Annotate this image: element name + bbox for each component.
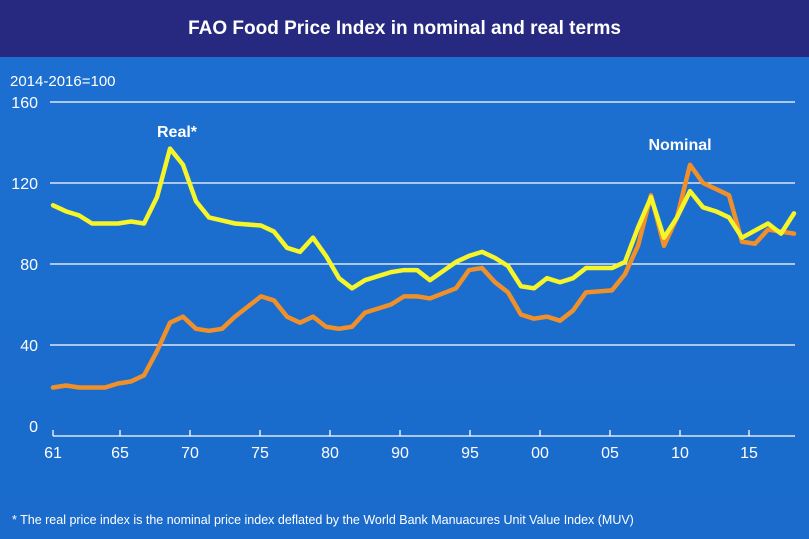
x-tick-label: 75 <box>251 445 269 462</box>
x-tick-label: 10 <box>671 445 689 462</box>
x-tick-label: 90 <box>391 445 409 462</box>
x-tick-label: 05 <box>601 445 619 462</box>
x-tick-label: 70 <box>181 445 199 462</box>
y-tick-label: 0 <box>29 419 38 436</box>
x-tick-label: 61 <box>44 445 62 462</box>
x-tick-label: 15 <box>740 445 758 462</box>
y-tick-label: 120 <box>11 176 38 193</box>
x-tick-label: 65 <box>111 445 129 462</box>
nominal-series-label: Nominal <box>648 137 711 154</box>
real-series-line <box>50 146 797 291</box>
x-tick-label: 80 <box>321 445 339 462</box>
title-bar: FAO Food Price Index in nominal and real… <box>0 0 809 57</box>
footnote: * The real price index is the nominal pr… <box>12 513 634 527</box>
chart-title: FAO Food Price Index in nominal and real… <box>188 17 621 39</box>
y-tick-label: 40 <box>20 338 38 355</box>
y-axis-unit-label: 2014-2016=100 <box>10 73 116 90</box>
x-tick-label: 95 <box>461 445 479 462</box>
y-tick-label: 160 <box>11 95 38 112</box>
real-series-label: Real* <box>157 124 198 141</box>
y-tick-label: 80 <box>20 257 38 274</box>
x-tick-label: 00 <box>531 445 549 462</box>
